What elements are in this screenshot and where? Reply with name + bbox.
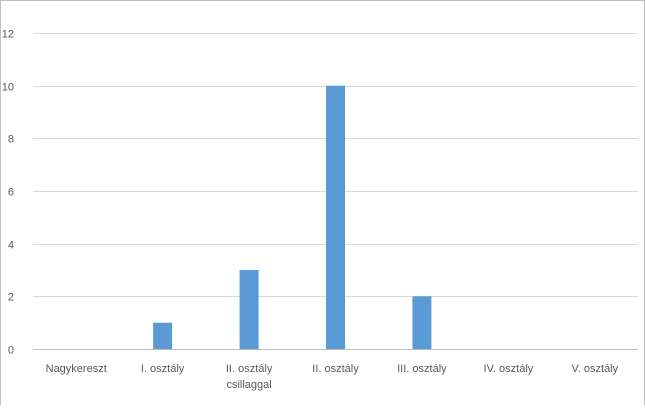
x-tick-label: Nagykereszt xyxy=(46,363,107,375)
bars xyxy=(153,85,432,349)
y-tick-label: 8 xyxy=(8,134,14,146)
x-axis-tick-labels: Nagykereszt I. osztály II. osztály csillagg… xyxy=(46,363,619,391)
bar xyxy=(326,85,345,349)
x-tick-label-line: II. osztály xyxy=(226,363,273,375)
x-tick-label: I. osztály xyxy=(141,363,185,375)
chart-border-left xyxy=(0,0,1,405)
x-tick-label: III. osztály xyxy=(397,363,447,375)
bar xyxy=(153,322,173,349)
x-tick-label: II. osztály csillaggal xyxy=(226,363,273,391)
y-tick-label: 4 xyxy=(8,240,14,252)
x-tick-label-line: III. osztály xyxy=(397,363,447,375)
bar xyxy=(239,270,259,349)
y-tick-label: 0 xyxy=(8,345,14,357)
x-tick-label-line: csillaggal xyxy=(226,379,271,391)
x-tick-label: II. osztály xyxy=(312,363,359,375)
x-tick-label-line: V. osztály xyxy=(571,363,618,375)
x-tick-label: V. osztály xyxy=(571,363,618,375)
y-tick-label: 6 xyxy=(8,187,14,199)
y-axis-tick-labels: 0 2 4 6 8 10 12 xyxy=(2,29,14,357)
y-tick-label: 2 xyxy=(8,292,14,304)
x-tick-label-line: IV. osztály xyxy=(484,363,534,375)
x-tick-label-line: II. osztály xyxy=(312,363,359,375)
x-tick-label: IV. osztály xyxy=(484,363,534,375)
x-tick-label-line: Nagykereszt xyxy=(46,363,107,375)
gridlines xyxy=(33,33,638,350)
y-tick-label: 12 xyxy=(2,29,14,41)
y-tick-label: 10 xyxy=(2,82,14,94)
chart-border-top xyxy=(0,0,645,1)
bar xyxy=(412,296,432,349)
x-tick-label-line: I. osztály xyxy=(141,363,185,375)
